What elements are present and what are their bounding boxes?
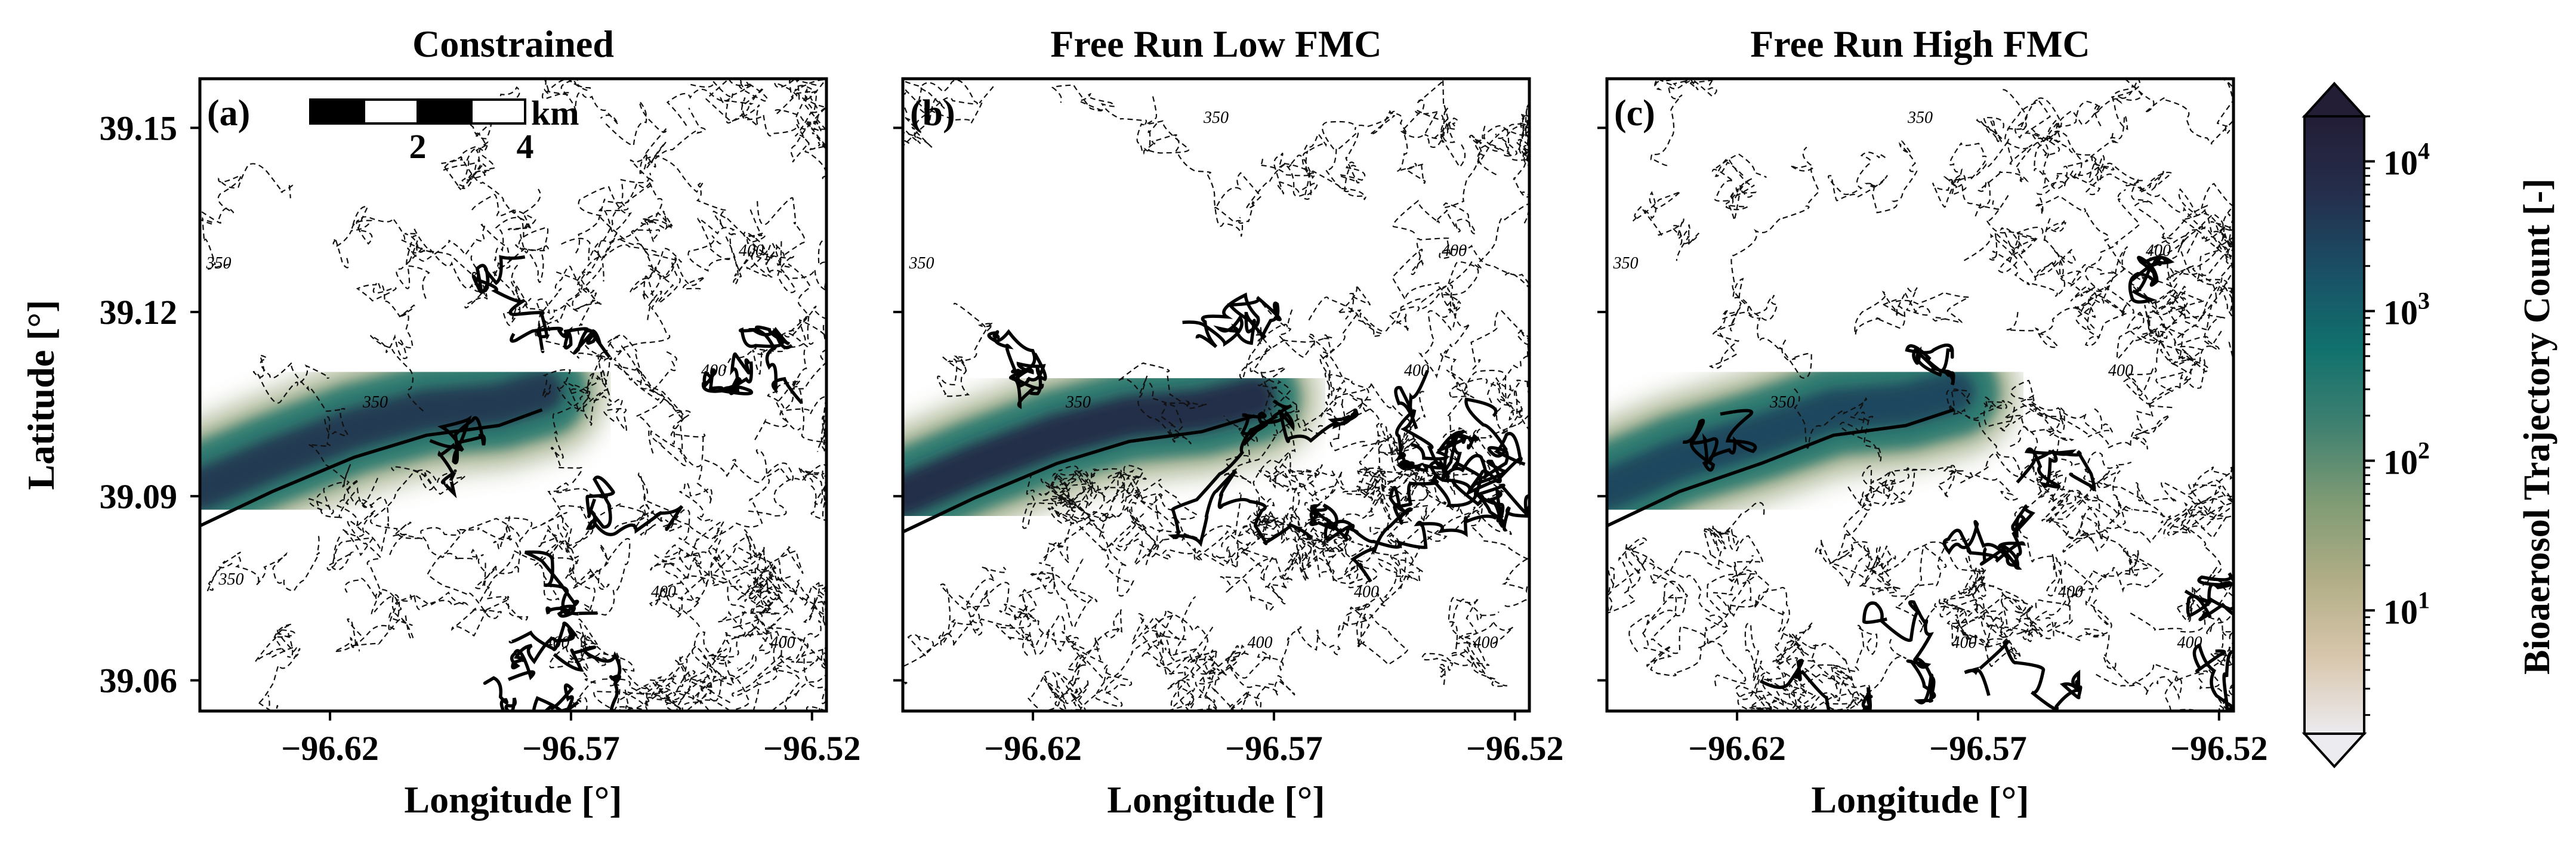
contour-label: 400 bbox=[2177, 633, 2202, 652]
panel-3: 350 400 400 400 400 400 350 350 Free Run High FM… bbox=[1597, 23, 2268, 821]
contour-label: 400 bbox=[1442, 242, 1467, 260]
contour-label: 400 bbox=[1473, 633, 1498, 652]
contour-label: 350 bbox=[218, 570, 244, 589]
x-tick-label: −96.57 bbox=[1929, 729, 2027, 768]
contour-label: 350 bbox=[206, 254, 232, 273]
contour-label: 400 bbox=[701, 361, 726, 380]
contour-label: 400 bbox=[545, 633, 570, 652]
contour-label: 400 bbox=[2058, 583, 2083, 601]
panel-label: (b) bbox=[910, 93, 955, 134]
colorbar-tick-label: 101 bbox=[2383, 586, 2430, 631]
x-axis-label: Longitude [°] bbox=[1811, 778, 2029, 821]
contour-label: 350 bbox=[1907, 109, 1933, 127]
x-tick-label: −96.57 bbox=[1225, 729, 1323, 768]
colorbar-extend-top bbox=[2302, 82, 2367, 118]
plot-frame bbox=[1605, 77, 2235, 713]
y-tick-label: 39.09 bbox=[100, 477, 178, 516]
y-tick-label: 39.12 bbox=[100, 293, 178, 332]
plume-core bbox=[903, 377, 1276, 517]
contour-ridge bbox=[903, 414, 1255, 534]
panel-1: 350400400400400400350350350Constrained(a… bbox=[20, 23, 861, 821]
plot-frame bbox=[901, 77, 1531, 713]
plume-core bbox=[200, 370, 563, 511]
colorbar-extend-bottom bbox=[2302, 733, 2367, 768]
x-tick-label: −96.62 bbox=[984, 729, 1082, 768]
panel-label: (a) bbox=[207, 93, 250, 134]
contour-label: 400 bbox=[651, 583, 676, 601]
contour-label: 400 bbox=[1952, 633, 1977, 652]
x-tick-label: −96.52 bbox=[2170, 729, 2268, 768]
x-tick-label: −96.62 bbox=[281, 729, 379, 768]
scale-bar-label: 4 bbox=[517, 127, 534, 166]
x-axis-label: Longitude [°] bbox=[1107, 778, 1325, 821]
scale-bar-label: 2 bbox=[409, 127, 427, 166]
contour-label: 350 bbox=[1065, 393, 1091, 412]
panel-title: Constrained bbox=[412, 23, 614, 65]
contour-label: 350 bbox=[909, 254, 934, 273]
colorbar-tick-label: 103 bbox=[2383, 287, 2430, 332]
y-tick-label: 39.15 bbox=[100, 109, 178, 147]
terrain-contours bbox=[200, 79, 826, 711]
colorbar-tick-label: 102 bbox=[2383, 437, 2430, 481]
contour-label: 400 bbox=[770, 633, 795, 652]
contour-label: 400 bbox=[2108, 361, 2133, 380]
contour-label: 400 bbox=[2146, 242, 2171, 260]
contour-ridge bbox=[200, 408, 543, 527]
panel-title: Free Run Low FMC bbox=[1050, 23, 1381, 65]
panel-label: (c) bbox=[1614, 93, 1655, 134]
scale-bar: 2 4km bbox=[309, 94, 579, 166]
y-axis-label: Latitude [°] bbox=[20, 300, 62, 490]
colorbar-label: Bioaerosol Trajectory Count [-] bbox=[2517, 178, 2558, 675]
colorbar: 101 102 103 104 Bioaerosol Trajectory Count… bbox=[2302, 82, 2558, 768]
scale-bar-unit: km bbox=[531, 94, 579, 132]
x-tick-label: −96.62 bbox=[1688, 729, 1786, 768]
terrain-contours bbox=[903, 79, 1529, 711]
contour-label: 350 bbox=[1769, 393, 1795, 412]
contour-label: 400 bbox=[1248, 633, 1273, 652]
contour-label: 400 bbox=[1404, 361, 1429, 380]
panel-title: Free Run High FMC bbox=[1750, 23, 2090, 65]
panel-2: 350 400 400 400 400 400 350 350 Free Run Low FMC… bbox=[893, 23, 1564, 821]
x-tick-label: −96.57 bbox=[522, 729, 620, 768]
contour-ridge bbox=[1607, 408, 1955, 527]
contour-label: 350 bbox=[1203, 109, 1229, 127]
y-tick-label: 39.06 bbox=[100, 662, 178, 700]
colorbar-tick-label: 104 bbox=[2383, 138, 2430, 183]
plume-core bbox=[1607, 370, 1975, 511]
colorbar-gradient bbox=[2304, 116, 2364, 734]
contour-label: 350 bbox=[1613, 254, 1639, 273]
contour-label: 400 bbox=[739, 242, 764, 260]
x-axis-label: Longitude [°] bbox=[404, 778, 622, 821]
x-tick-label: −96.52 bbox=[763, 729, 861, 768]
contour-label: 400 bbox=[1354, 583, 1379, 601]
contour-label: 350 bbox=[362, 393, 388, 412]
terrain-contours bbox=[1607, 79, 2233, 711]
x-tick-label: −96.52 bbox=[1466, 729, 1564, 768]
plot-frame bbox=[198, 77, 828, 713]
